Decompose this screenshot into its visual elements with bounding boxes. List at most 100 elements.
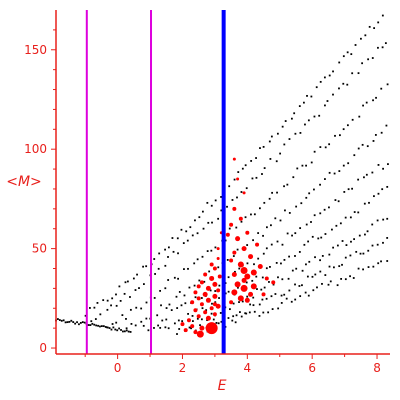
red-data-point: [229, 258, 234, 263]
black-data-point: [259, 147, 261, 150]
black-data-point: [181, 320, 184, 323]
red-data-point: [205, 322, 218, 335]
black-data-point: [280, 262, 282, 265]
black-data-point: [176, 237, 179, 240]
black-data-point: [252, 239, 254, 242]
black-data-point: [164, 326, 167, 329]
black-data-point: [262, 145, 265, 148]
black-data-point: [132, 277, 135, 280]
black-data-point: [255, 176, 258, 179]
black-data-point: [227, 317, 230, 319]
red-data-point: [225, 232, 230, 237]
axes: [55, 10, 390, 355]
red-data-point: [242, 191, 246, 195]
black-data-point: [187, 267, 189, 270]
black-data-point: [217, 322, 220, 325]
black-data-point: [283, 293, 286, 296]
black-curve-point: [104, 326, 107, 328]
black-data-point: [332, 70, 334, 73]
black-data-point: [164, 248, 166, 251]
black-data-point: [178, 328, 181, 330]
black-data-point: [382, 241, 384, 244]
black-data-point: [145, 317, 148, 320]
black-data-point: [251, 177, 254, 180]
black-curve-point: [110, 328, 113, 331]
black-data-point: [170, 309, 173, 312]
black-data-point: [118, 285, 121, 288]
black-data-point: [218, 297, 220, 299]
black-data-point: [236, 196, 238, 199]
black-data-point: [386, 217, 389, 220]
black-data-point: [202, 227, 205, 230]
red-data-point: [261, 292, 266, 297]
black-data-point: [377, 192, 380, 195]
black-data-point: [167, 246, 170, 249]
black-data-point: [283, 258, 286, 261]
black-data-point: [377, 262, 380, 265]
red-data-point: [205, 315, 211, 321]
black-data-point: [244, 216, 247, 219]
black-data-point: [255, 275, 258, 278]
black-curve-point: [125, 329, 128, 332]
black-data-point: [206, 250, 209, 252]
black-data-point: [367, 249, 370, 252]
black-data-point: [240, 315, 243, 318]
black-curve-point: [87, 324, 90, 326]
black-data-point: [96, 302, 99, 304]
black-data-point: [357, 147, 360, 150]
black-data-point: [188, 326, 191, 329]
black-data-point: [371, 57, 374, 59]
x-axis-title: E: [218, 378, 227, 394]
black-data-point: [147, 329, 150, 332]
black-data-point: [274, 293, 277, 295]
black-data-point: [200, 318, 203, 321]
black-curve-point: [89, 324, 92, 326]
black-data-point: [257, 232, 260, 234]
black-data-point: [281, 125, 284, 128]
black-data-point: [288, 255, 291, 258]
black-data-point: [284, 209, 286, 212]
black-data-point: [262, 252, 265, 255]
black-data-point: [382, 218, 385, 221]
black-data-point: [349, 275, 351, 278]
black-data-point: [180, 228, 183, 231]
black-data-point: [246, 262, 249, 265]
red-data-point: [199, 280, 204, 285]
black-data-point: [337, 200, 340, 203]
black-data-point: [214, 301, 217, 304]
black-data-point: [338, 170, 341, 172]
black-data-point: [231, 199, 234, 201]
black-data-point: [265, 247, 268, 250]
black-data-point: [319, 80, 322, 83]
black-data-point: [335, 224, 338, 227]
black-data-point: [246, 244, 249, 246]
red-scatter-points: [180, 157, 276, 338]
red-data-point: [237, 261, 244, 268]
black-data-point: [285, 297, 288, 300]
black-data-point: [298, 285, 301, 287]
black-data-point: [308, 192, 311, 195]
red-data-point: [186, 318, 191, 323]
black-data-point: [304, 291, 307, 294]
black-data-point: [253, 310, 256, 313]
black-data-point: [129, 296, 131, 298]
black-data-point: [376, 243, 379, 246]
red-data-point: [231, 289, 238, 296]
black-data-point: [317, 237, 320, 240]
black-curve-point: [58, 319, 61, 321]
black-data-point: [135, 306, 138, 309]
black-data-point: [344, 216, 347, 219]
black-data-point: [372, 265, 375, 268]
black-data-point: [306, 275, 309, 278]
red-data-point: [212, 312, 217, 317]
black-data-point: [359, 252, 362, 255]
black-data-point: [301, 269, 304, 272]
black-data-point: [298, 105, 301, 108]
black-data-point: [94, 318, 97, 320]
black-data-point: [367, 266, 370, 268]
black-data-point: [276, 132, 279, 135]
black-data-point: [310, 95, 313, 98]
black-data-point: [192, 320, 194, 323]
y-tick-label: 50: [32, 242, 47, 256]
black-data-point: [158, 252, 161, 255]
